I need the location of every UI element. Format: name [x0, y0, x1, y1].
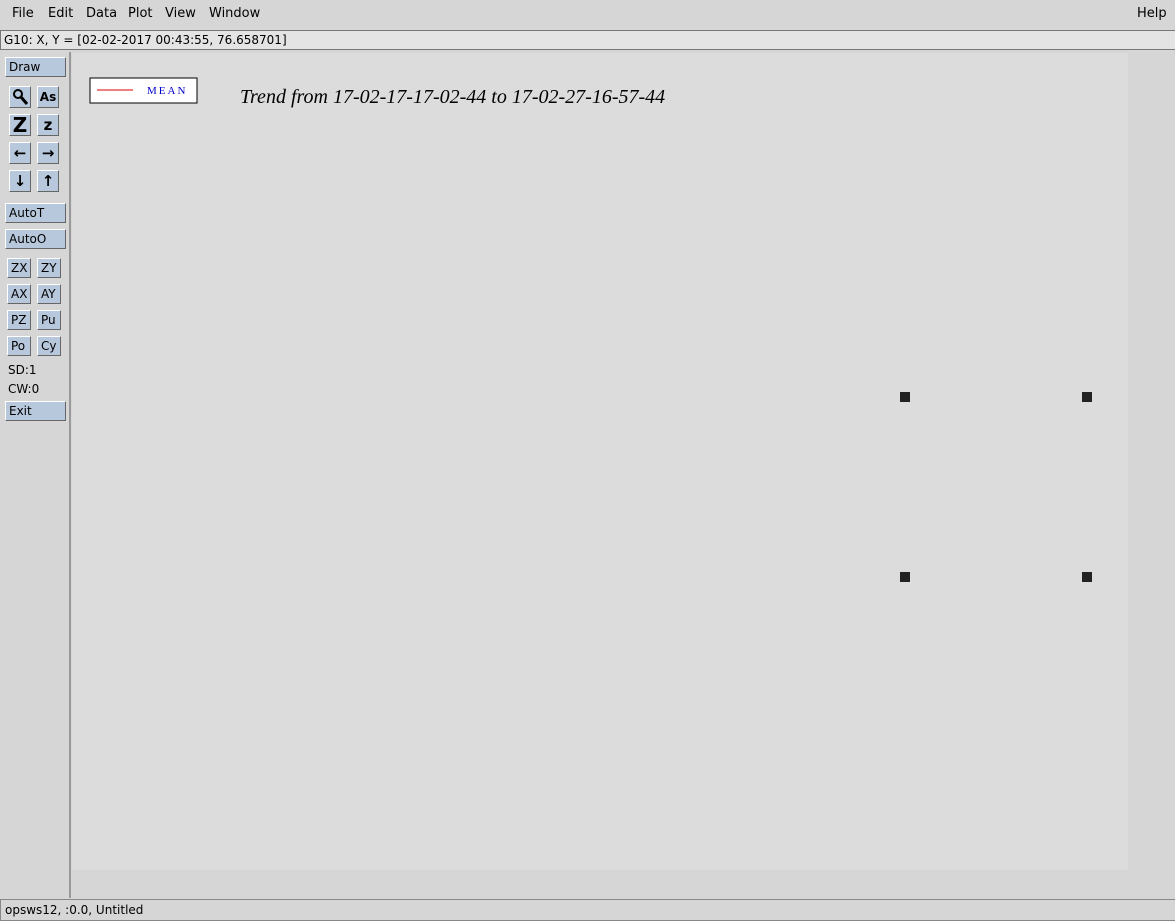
trend-title: Trend from 17-02-17-17-02-44 to 17-02-27… [240, 86, 665, 108]
menu-view[interactable]: View [165, 6, 196, 21]
zoom-small-button[interactable]: z [37, 114, 59, 136]
menu-window[interactable]: Window [209, 6, 261, 21]
po-button[interactable]: Po [7, 336, 31, 356]
left-button[interactable]: ← [9, 142, 31, 164]
handle [1082, 572, 1092, 582]
cy-button[interactable]: Cy [37, 336, 61, 356]
autoo-button[interactable]: AutoO [5, 229, 66, 249]
draw-button[interactable]: Draw [5, 57, 66, 77]
menu-help[interactable]: Help [1137, 6, 1167, 21]
plot-panel [72, 53, 1128, 870]
handle [900, 392, 910, 402]
as-button[interactable]: As [37, 86, 59, 108]
autot-button[interactable]: AutoT [5, 203, 66, 223]
menu-bar: File Edit Data Plot View Window Help [0, 0, 1175, 28]
zx-button[interactable]: ZX [7, 258, 31, 278]
zy-button[interactable]: ZY [37, 258, 61, 278]
menu-plot[interactable]: Plot [128, 6, 153, 21]
pz-button[interactable]: PZ [7, 310, 31, 330]
handle [900, 572, 910, 582]
down-button[interactable]: ↓ [9, 170, 31, 192]
exit-button[interactable]: Exit [5, 401, 66, 421]
handle [1082, 392, 1092, 402]
menu-data[interactable]: Data [86, 6, 118, 21]
ax-button[interactable]: AX [7, 284, 31, 304]
menu-edit[interactable]: Edit [48, 6, 74, 21]
menu-file[interactable]: File [12, 6, 34, 21]
zoom-big-button[interactable]: Z [9, 114, 31, 136]
pu-button[interactable]: Pu [37, 310, 61, 330]
right-button[interactable]: → [37, 142, 59, 164]
sd-label: SD:1 [8, 363, 37, 377]
cw-label: CW:0 [8, 382, 40, 396]
coords-bar: G10: X, Y = [02-02-2017 00:43:55, 76.658… [0, 30, 1175, 50]
selection-handles [900, 392, 1092, 582]
ay-button[interactable]: AY [37, 284, 61, 304]
legend-label: MEAN [147, 85, 187, 97]
up-button[interactable]: ↑ [37, 170, 59, 192]
